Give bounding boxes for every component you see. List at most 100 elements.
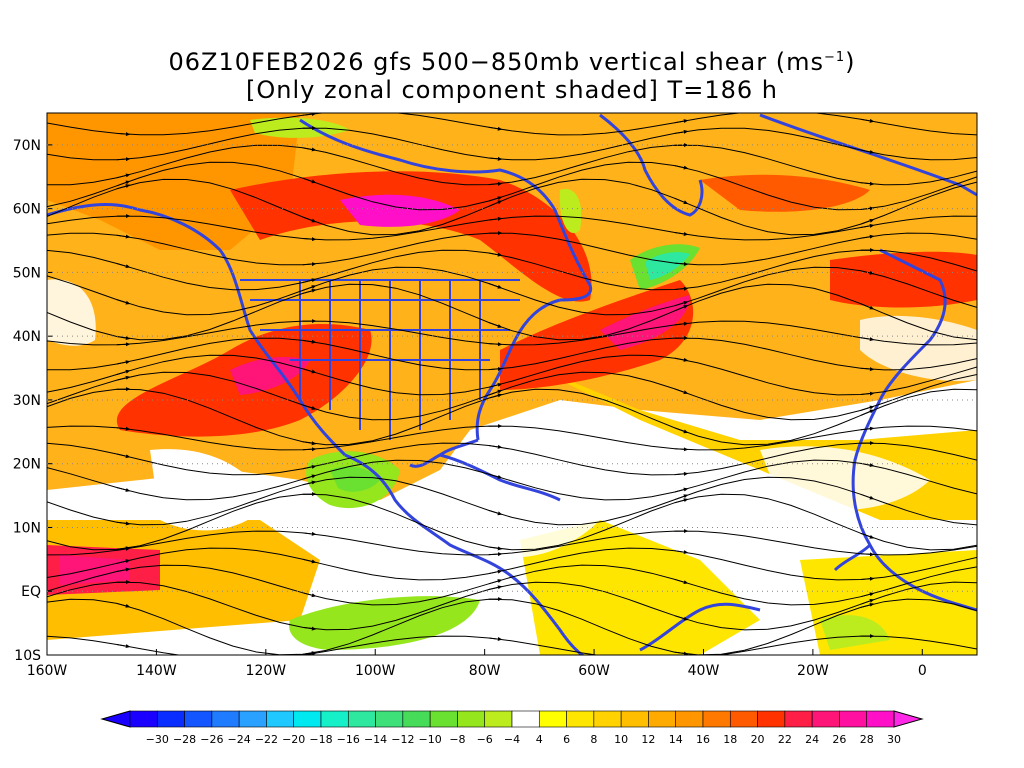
streamline [47, 337, 977, 371]
streamline-arrow [488, 546, 503, 551]
streamline-arrow [116, 180, 131, 187]
streamline-arrow [116, 426, 131, 431]
lat-tick-label: 20N [13, 457, 41, 473]
colorbar-box [211, 710, 240, 728]
streamline-arrow [488, 196, 503, 202]
streamline [47, 161, 977, 211]
streamline [47, 388, 977, 446]
streamline-arrow [674, 300, 689, 307]
streamline-arrow [860, 303, 875, 310]
streamline-arrow [860, 552, 875, 557]
colorbar-arrow-low [100, 710, 131, 728]
colorbar-label: −18 [309, 733, 332, 746]
streamline-arrow [302, 177, 317, 184]
streamline-arrow [674, 165, 689, 170]
streamline-arrow [674, 357, 689, 362]
streamline-arrow [860, 234, 875, 239]
streamline-arrow [488, 252, 503, 257]
colorbar-box [484, 710, 513, 728]
streamline-arrow [860, 405, 875, 411]
streamline [47, 249, 977, 291]
streamline-arrow [302, 447, 317, 452]
lat-tick-label: 30N [13, 393, 41, 409]
streamline-arrow [860, 218, 875, 225]
streamline-arrow [488, 126, 503, 131]
streamline-arrow [674, 119, 689, 124]
colorbar-label: −26 [200, 733, 223, 746]
streamline-arrow [674, 262, 689, 266]
lat-tick-label: 70N [13, 138, 41, 154]
streamline [47, 127, 977, 161]
streamline-arrow [302, 626, 317, 631]
colorbar-box [347, 710, 376, 728]
colorbar-label: 26 [832, 733, 846, 746]
streamline-arrow [488, 200, 503, 207]
colorbar-labels: −30 −28 −26 −24 −22 −20 −18 −16 −14 −12 −10 −8 −6 −4 4… [146, 733, 901, 746]
streamline-arrow [116, 453, 131, 459]
streamline-arrow [488, 216, 503, 221]
streamline-arrow [860, 223, 875, 228]
streamline-arrow [860, 493, 875, 500]
colorbar-label: 14 [669, 733, 683, 746]
streamline-arrow [116, 184, 131, 190]
streamline-arrow [488, 156, 503, 161]
colorbar-label: −22 [255, 733, 278, 746]
title-line-1: 06Z10FEB2026 gfs 500−850mb vertical shea… [168, 48, 856, 76]
streamline [47, 354, 977, 396]
streamline-arrow [674, 305, 689, 312]
streamline-arrow [116, 369, 131, 375]
streamline-arrow [116, 299, 131, 305]
colorbar-label: −4 [504, 733, 520, 746]
streamline-arrow [302, 147, 317, 152]
streamline-arrow [860, 337, 875, 342]
streamline-arrow [302, 113, 317, 117]
streamline-arrow [116, 336, 131, 341]
streamline-arrow [302, 480, 317, 486]
map-title: 06Z10FEB2026 gfs 500−850mb vertical shea… [0, 44, 1024, 104]
colorbar-label: −6 [477, 733, 493, 746]
streamline-arrow [302, 285, 317, 291]
colorbar-label: 22 [778, 733, 792, 746]
streamline-arrow [860, 532, 875, 539]
streamline [47, 530, 977, 556]
streamline-arrow [302, 464, 317, 470]
streamline-arrow [302, 404, 317, 410]
lon-tick-label: 0 [918, 663, 927, 679]
colorbar-label: 24 [805, 733, 819, 746]
colorbar-label: 28 [860, 733, 874, 746]
lat-tick-label: 40N [13, 329, 41, 345]
colorbar-label: −28 [173, 733, 196, 746]
streamline-arrow [674, 286, 689, 291]
streamline-arrow [860, 599, 875, 605]
colorbar-box [429, 710, 458, 728]
colorbar-box [538, 710, 567, 728]
colorbar-box [702, 710, 731, 728]
streamline-arrow [674, 129, 689, 134]
colorbar-box [729, 710, 758, 728]
streamline-arrow [488, 585, 503, 590]
streamline [47, 215, 977, 241]
colorbar-box [238, 710, 267, 728]
streamline-arrow [302, 262, 317, 267]
colorbar-label: −16 [337, 733, 360, 746]
lon-tick-label: 80W [469, 663, 501, 679]
lat-tick-label: 10N [13, 520, 41, 536]
streamline-arrow [860, 367, 875, 372]
streamline-arrow [116, 602, 131, 608]
map-frame [46, 112, 978, 656]
streamline-arrow [860, 426, 875, 431]
streamline-arrow [860, 592, 875, 598]
streamline-arrow [116, 132, 131, 137]
streamline-layer [47, 113, 977, 655]
colorbar-box [866, 710, 895, 728]
colorbar-box [648, 710, 677, 728]
streamline-arrow [116, 487, 131, 492]
streamline-arrow [488, 473, 503, 479]
streamline-arrow [488, 393, 503, 399]
colorbar-box [266, 710, 295, 728]
streamline-arrow [674, 494, 689, 501]
colorbar-box [156, 710, 185, 728]
streamline-arrow [302, 368, 317, 374]
colorbar-box [129, 710, 158, 728]
